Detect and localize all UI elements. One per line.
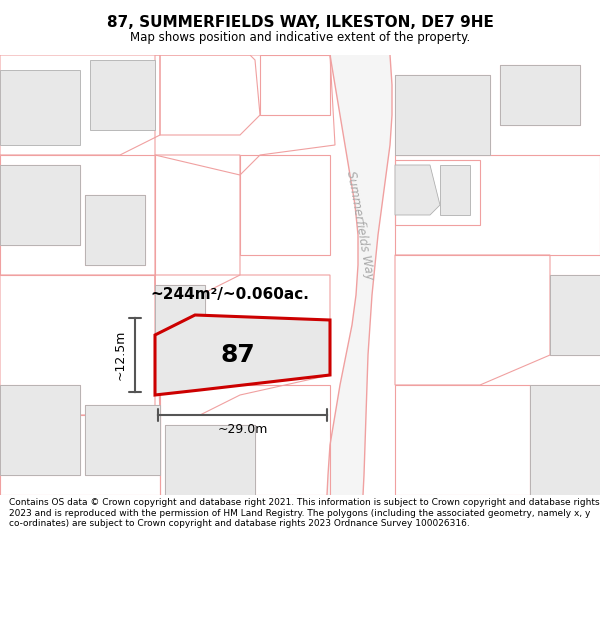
Polygon shape: [90, 60, 155, 130]
Polygon shape: [440, 165, 470, 215]
Text: 87: 87: [220, 343, 255, 367]
Polygon shape: [327, 55, 392, 495]
Text: ~244m²/~0.060ac.: ~244m²/~0.060ac.: [151, 288, 310, 302]
Polygon shape: [0, 385, 80, 475]
Text: Map shows position and indicative extent of the property.: Map shows position and indicative extent…: [130, 31, 470, 44]
Polygon shape: [0, 165, 80, 245]
Polygon shape: [165, 425, 255, 495]
Polygon shape: [0, 70, 80, 145]
Text: ~12.5m: ~12.5m: [114, 330, 127, 380]
Polygon shape: [550, 275, 600, 355]
Polygon shape: [530, 385, 600, 495]
Polygon shape: [500, 65, 580, 125]
Polygon shape: [85, 405, 160, 475]
Text: ~29.0m: ~29.0m: [217, 423, 268, 436]
Text: Contains OS data © Crown copyright and database right 2021. This information is : Contains OS data © Crown copyright and d…: [9, 498, 599, 528]
Polygon shape: [155, 315, 330, 395]
Polygon shape: [85, 195, 145, 265]
Polygon shape: [395, 75, 490, 155]
Polygon shape: [395, 165, 440, 215]
Polygon shape: [155, 285, 205, 345]
Text: 87, SUMMERFIELDS WAY, ILKESTON, DE7 9HE: 87, SUMMERFIELDS WAY, ILKESTON, DE7 9HE: [107, 16, 493, 31]
Text: Summerfields Way: Summerfields Way: [344, 169, 376, 281]
